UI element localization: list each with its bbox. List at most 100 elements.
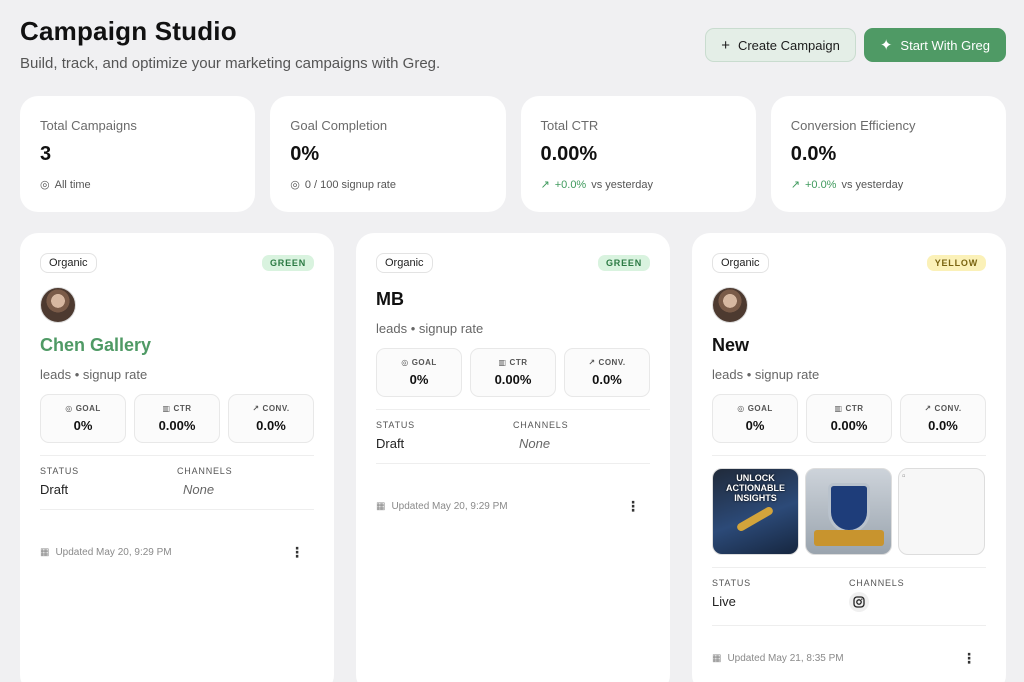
campaign-name[interactable]: New bbox=[712, 335, 750, 355]
stat-sub-text: vs yesterday bbox=[841, 178, 904, 191]
divider bbox=[40, 509, 314, 510]
more-options-icon[interactable]: ⋮ bbox=[626, 498, 640, 514]
start-with-greg-button[interactable]: ✦ Start With Greg bbox=[863, 28, 1006, 62]
updated-left: ▦ Updated May 20, 9:29 PM bbox=[40, 547, 172, 558]
trend-up-icon: ↗ bbox=[540, 179, 550, 191]
stat-card-total-campaigns: Total Campaigns 3 ◎ All time bbox=[20, 96, 256, 212]
updated-text: Updated May 21, 8:35 PM bbox=[727, 653, 844, 664]
updated-row: ▦ Updated May 20, 9:29 PM ⋮ bbox=[376, 498, 650, 515]
metric-goal: ◎ GOAL 0% bbox=[712, 394, 798, 443]
card-top: Organic GREEN bbox=[40, 253, 314, 273]
divider bbox=[712, 455, 986, 456]
divider bbox=[712, 625, 986, 626]
channels-col: CHANNELS None bbox=[513, 420, 650, 451]
stat-value: 3 bbox=[40, 143, 52, 165]
updated-text: Updated May 20, 9:29 PM bbox=[391, 501, 508, 512]
stat-value: 0.0% bbox=[790, 143, 837, 165]
updated-left: ▦ Updated May 21, 8:35 PM bbox=[712, 653, 844, 664]
creative-thumbnail-shield[interactable] bbox=[805, 468, 892, 555]
more-options-icon[interactable]: ⋮ bbox=[290, 544, 304, 560]
metric-value: 0% bbox=[73, 418, 93, 433]
channels-label: CHANNELS bbox=[177, 466, 233, 476]
status-value: Draft bbox=[40, 482, 69, 497]
stat-card-conversion-efficiency: Conversion Efficiency 0.0% ↗ +0.0% vs ye… bbox=[770, 96, 1006, 212]
status-col: STATUS Draft bbox=[376, 420, 513, 451]
stat-sub: ◎ All time bbox=[40, 178, 235, 192]
creative-thumbnail-broken[interactable]: ▫ bbox=[898, 468, 985, 555]
metric-ctr: ▥ CTR 0.00% bbox=[806, 394, 892, 443]
metric-label-text: GOAL bbox=[411, 358, 437, 367]
key-image bbox=[735, 505, 775, 533]
header-actions: + Create Campaign ✦ Start With Greg bbox=[705, 28, 1006, 62]
broken-image-icon: ▫ bbox=[902, 471, 906, 482]
trend-up-icon: ↗ bbox=[790, 179, 800, 191]
campaign-cards: Organic GREEN Chen Gallery leads • signu… bbox=[20, 233, 1007, 682]
updated-text: Updated May 20, 9:29 PM bbox=[55, 547, 172, 558]
calendar-icon: ▦ bbox=[40, 547, 50, 558]
campaign-tag: Organic bbox=[376, 253, 433, 273]
status-value: Draft bbox=[376, 436, 405, 451]
stat-sub: ↗ +0.0% vs yesterday bbox=[540, 178, 736, 192]
metric-label-text: CTR bbox=[845, 404, 864, 413]
stat-label: Goal Completion bbox=[290, 118, 388, 133]
metric-label: ◎ GOAL bbox=[401, 358, 437, 367]
card-top: Organic YELLOW bbox=[712, 253, 986, 273]
metric-label: ▥ CTR bbox=[162, 404, 191, 413]
shield-image bbox=[828, 483, 870, 533]
metric-value: 0.00% bbox=[494, 372, 532, 387]
status-row: STATUS Draft CHANNELS None bbox=[40, 466, 314, 497]
campaign-name[interactable]: MB bbox=[376, 289, 404, 309]
page-header: Campaign Studio Build, track, and optimi… bbox=[20, 16, 440, 72]
avatar bbox=[712, 287, 748, 323]
creative-thumbnail-insights[interactable]: UNLOCK ACTIONABLE INSIGHTS bbox=[712, 468, 799, 555]
metrics-row: ◎ GOAL 0% ▥ CTR 0.00% ↗ CONV. 0.0% bbox=[712, 394, 986, 443]
plus-icon: + bbox=[721, 36, 730, 54]
card-top: Organic GREEN bbox=[376, 253, 650, 273]
campaign-name[interactable]: Chen Gallery bbox=[40, 335, 152, 355]
status-badge: GREEN bbox=[261, 255, 314, 271]
divider bbox=[376, 463, 650, 464]
updated-row: ▦ Updated May 20, 9:29 PM ⋮ bbox=[40, 544, 314, 561]
stat-sub-text: vs yesterday bbox=[591, 178, 653, 191]
metrics-row: ◎ GOAL 0% ▥ CTR 0.00% ↗ CONV. 0.0% bbox=[376, 348, 650, 397]
metric-label-text: CONV. bbox=[262, 404, 290, 413]
create-campaign-button[interactable]: + Create Campaign bbox=[705, 28, 856, 62]
stat-value: 0% bbox=[290, 143, 320, 165]
campaign-card-mb[interactable]: Organic GREEN MB leads • signup rate ◎ GO… bbox=[356, 233, 670, 682]
updated-left: ▦ Updated May 20, 9:29 PM bbox=[376, 501, 508, 512]
metric-label: ↗ CONV. bbox=[252, 404, 289, 413]
metric-label: ▥ CTR bbox=[834, 404, 863, 413]
metric-goal: ◎ GOAL 0% bbox=[376, 348, 462, 397]
status-value: Live bbox=[712, 594, 736, 609]
calendar-icon: ▦ bbox=[376, 501, 386, 512]
status-label: STATUS bbox=[712, 578, 751, 588]
status-row: STATUS Live CHANNELS bbox=[712, 578, 986, 613]
status-badge: YELLOW bbox=[926, 255, 986, 271]
page-title: Campaign Studio bbox=[20, 16, 237, 46]
stat-value: 0.00% bbox=[540, 143, 598, 165]
status-label: STATUS bbox=[376, 420, 415, 430]
campaign-meta: leads • signup rate bbox=[40, 367, 148, 382]
metric-label: ◎ GOAL bbox=[737, 404, 773, 413]
divider bbox=[376, 409, 650, 410]
trend-up-icon: ↗ bbox=[252, 404, 260, 413]
target-icon: ◎ bbox=[65, 404, 73, 413]
instagram-icon[interactable] bbox=[849, 592, 869, 612]
metric-goal: ◎ GOAL 0% bbox=[40, 394, 126, 443]
bar-chart-icon: ▥ bbox=[498, 358, 507, 367]
more-options-icon[interactable]: ⋮ bbox=[962, 650, 976, 666]
campaign-card-new[interactable]: Organic YELLOW New leads • signup rate ◎… bbox=[692, 233, 1006, 682]
metrics-row: ◎ GOAL 0% ▥ CTR 0.00% ↗ CONV. 0.0% bbox=[40, 394, 314, 443]
metric-ctr: ▥ CTR 0.00% bbox=[134, 394, 220, 443]
stat-trend: +0.0% bbox=[804, 178, 837, 191]
avatar bbox=[40, 287, 76, 323]
stat-card-goal-completion: Goal Completion 0% ◎ 0 / 100 signup rate bbox=[270, 96, 506, 212]
metric-label: ▥ CTR bbox=[498, 358, 527, 367]
channels-col: CHANNELS bbox=[849, 578, 986, 613]
campaign-card-chen-gallery[interactable]: Organic GREEN Chen Gallery leads • signu… bbox=[20, 233, 334, 682]
metric-conv: ↗ CONV. 0.0% bbox=[564, 348, 650, 397]
metric-label-text: CTR bbox=[509, 358, 528, 367]
campaign-tag: Organic bbox=[40, 253, 97, 273]
metric-conv: ↗ CONV. 0.0% bbox=[900, 394, 986, 443]
status-row: STATUS Draft CHANNELS None bbox=[376, 420, 650, 451]
